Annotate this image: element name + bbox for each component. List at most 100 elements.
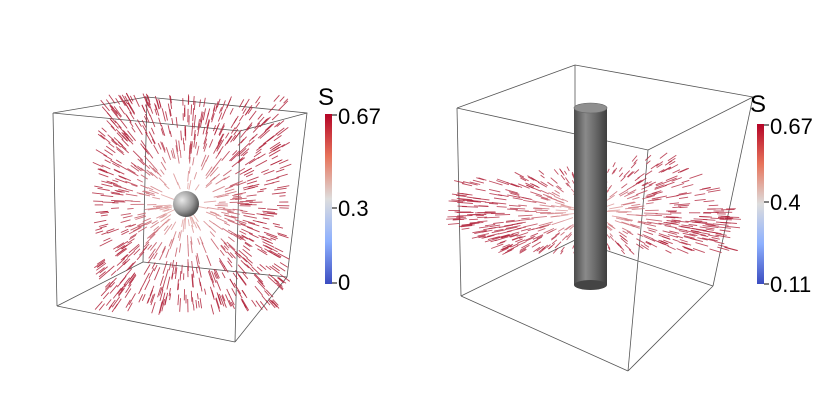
director-stroke xyxy=(270,159,282,166)
director-stroke xyxy=(255,101,260,108)
director-stroke xyxy=(210,278,215,288)
director-stroke xyxy=(644,244,650,248)
director-stroke xyxy=(283,98,289,104)
director-stroke xyxy=(226,251,233,259)
director-stroke xyxy=(279,96,285,102)
director-stroke xyxy=(555,232,561,236)
director-stroke xyxy=(274,122,281,128)
director-stroke xyxy=(561,204,575,209)
director-stroke xyxy=(210,238,220,250)
director-stroke xyxy=(174,261,178,274)
director-stroke xyxy=(113,137,124,147)
director-stroke xyxy=(560,246,565,252)
director-stroke xyxy=(699,216,712,218)
director-stroke xyxy=(226,241,236,251)
director-stroke xyxy=(275,168,285,173)
director-stroke xyxy=(272,299,279,306)
director-stroke xyxy=(669,230,680,234)
director-stroke xyxy=(139,159,151,170)
director-stroke xyxy=(262,217,270,220)
director-stroke xyxy=(707,189,721,193)
director-stroke xyxy=(627,189,637,195)
director-stroke xyxy=(195,255,199,268)
director-stroke xyxy=(254,285,263,296)
director-stroke xyxy=(655,181,667,187)
director-stroke xyxy=(257,248,268,256)
director-stroke xyxy=(266,212,278,215)
director-stroke xyxy=(232,150,238,156)
director-stroke xyxy=(203,143,208,152)
director-stroke xyxy=(98,130,106,137)
director-stroke xyxy=(644,154,652,161)
director-stroke xyxy=(100,99,110,112)
director-stroke xyxy=(268,104,277,114)
director-stroke xyxy=(711,237,720,240)
director-stroke xyxy=(270,237,277,241)
director-stroke xyxy=(101,183,113,188)
director-stroke xyxy=(238,249,248,259)
director-stroke xyxy=(665,222,677,225)
director-stroke xyxy=(218,125,225,136)
director-stroke xyxy=(216,194,229,198)
director-stroke xyxy=(227,260,233,268)
director-stroke xyxy=(191,260,194,271)
director-stroke xyxy=(447,215,464,218)
director-stroke xyxy=(175,139,179,152)
director-stroke xyxy=(226,98,232,109)
director-stroke xyxy=(551,191,561,197)
director-stroke xyxy=(120,145,129,154)
director-stroke xyxy=(547,228,557,234)
director-stroke xyxy=(239,236,246,241)
director-stroke xyxy=(229,150,240,162)
director-stroke xyxy=(677,167,688,174)
director-stroke xyxy=(101,180,113,185)
director-stroke xyxy=(213,194,225,198)
director-stroke xyxy=(227,229,238,236)
director-stroke xyxy=(629,223,641,228)
director-stroke xyxy=(620,201,635,206)
director-stroke xyxy=(658,233,670,238)
director-stroke xyxy=(669,202,680,205)
director-stroke xyxy=(124,288,132,298)
director-stroke xyxy=(141,119,147,128)
director-stroke xyxy=(115,245,126,253)
director-stroke xyxy=(695,242,709,247)
director-stroke xyxy=(505,225,521,229)
director-stroke xyxy=(263,231,278,238)
director-stroke xyxy=(205,211,217,217)
director-stroke xyxy=(538,247,547,254)
director-stroke xyxy=(627,171,635,178)
director-stroke xyxy=(554,190,560,194)
director-stroke xyxy=(519,244,530,251)
director-stroke xyxy=(683,235,695,239)
director-stroke xyxy=(217,206,226,209)
director-stroke xyxy=(215,269,220,279)
director-stroke xyxy=(237,264,247,275)
director-stroke xyxy=(137,165,144,172)
director-stroke xyxy=(211,270,217,284)
director-stroke xyxy=(219,260,227,272)
director-stroke xyxy=(641,184,653,190)
director-stroke xyxy=(125,299,131,308)
director-stroke xyxy=(218,123,225,136)
director-stroke xyxy=(146,221,152,226)
director-stroke xyxy=(211,113,215,123)
director-stroke xyxy=(718,226,731,229)
director-stroke xyxy=(619,191,629,197)
director-stroke xyxy=(277,277,285,284)
director-stroke xyxy=(177,279,179,291)
director-stroke xyxy=(539,224,550,229)
director-stroke xyxy=(642,234,654,240)
director-stroke xyxy=(190,290,193,302)
director-stroke xyxy=(221,294,226,302)
director-stroke xyxy=(277,185,290,189)
director-stroke xyxy=(483,227,496,231)
director-stroke xyxy=(273,94,280,102)
director-stroke xyxy=(110,119,119,129)
director-stroke xyxy=(508,233,520,238)
director-stroke xyxy=(127,130,136,142)
director-stroke xyxy=(165,206,172,210)
director-stroke xyxy=(232,193,243,197)
director-stroke xyxy=(621,183,628,189)
director-stroke xyxy=(666,177,677,183)
